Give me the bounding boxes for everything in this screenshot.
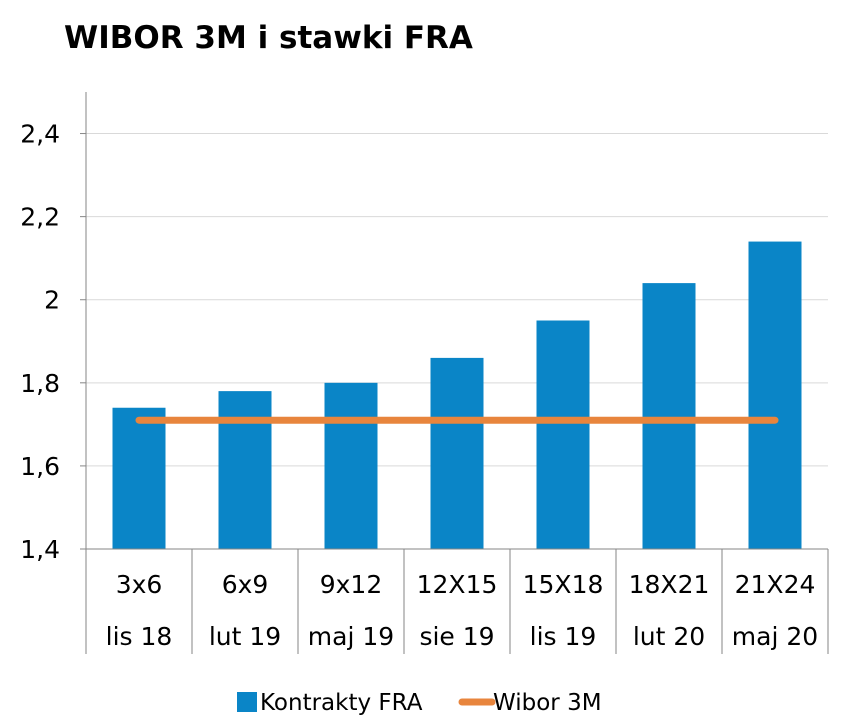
y-tick-label: 1,8 <box>20 369 60 398</box>
legend: Kontrakty FRA Wibor 3M <box>237 690 602 716</box>
category-sublabel: maj 19 <box>308 622 394 651</box>
legend-label-kontrakty-fra: Kontrakty FRA <box>260 690 423 716</box>
y-tick-label: 2,4 <box>20 120 60 149</box>
category-sublabel: lis 18 <box>106 622 173 651</box>
category-label: 12X15 <box>417 570 498 599</box>
category-label: 15X18 <box>523 570 604 599</box>
category-sublabel: maj 20 <box>732 622 818 651</box>
category-sublabel: sie 19 <box>419 622 494 651</box>
bar <box>218 391 272 549</box>
y-tick-label: 2,2 <box>20 203 60 232</box>
bar <box>324 382 378 549</box>
bar <box>642 283 696 549</box>
category-label: 9x12 <box>320 570 383 599</box>
bar <box>536 320 590 549</box>
legend-label-wibor-3m: Wibor 3M <box>493 690 602 716</box>
category-label: 3x6 <box>116 570 163 599</box>
y-axis-ticks: 1,4 1,6 1,8 2 2,2 2,4 <box>20 120 86 564</box>
y-tick-label: 1,4 <box>20 535 60 564</box>
bar <box>112 407 166 549</box>
y-tick-label: 2 <box>44 286 60 315</box>
category-sublabel: lut 20 <box>633 622 705 651</box>
category-label: 18X21 <box>629 570 710 599</box>
category-label: 6x9 <box>222 570 269 599</box>
category-sublabel: lis 19 <box>530 622 597 651</box>
category-sublabel: lut 19 <box>209 622 281 651</box>
axes <box>85 92 829 654</box>
y-tick-label: 1,6 <box>20 452 60 481</box>
category-label: 21X24 <box>735 570 816 599</box>
bar <box>430 357 484 549</box>
bar <box>748 241 802 549</box>
legend-swatch-kontrakty-fra <box>237 692 257 712</box>
gridlines <box>86 133 828 467</box>
bar-series <box>112 241 802 549</box>
chart-title: WIBOR 3M i stawki FRA <box>64 20 473 56</box>
x-axis-categories: 3x6 lis 18 6x9 lut 19 9x12 maj 19 12X15 sie 19 1… <box>106 570 819 651</box>
